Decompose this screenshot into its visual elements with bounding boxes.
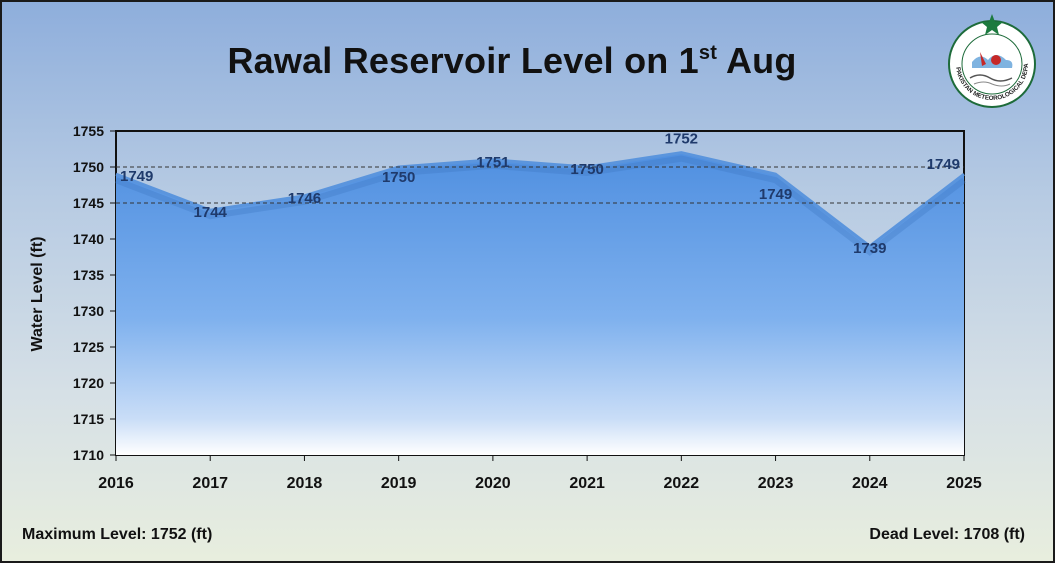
y-tick-label: 1750 <box>73 159 104 175</box>
y-tick-label: 1730 <box>73 303 104 319</box>
y-tick-label: 1755 <box>73 123 104 139</box>
title-end-text: Aug <box>717 40 797 81</box>
x-tick-label: 2018 <box>287 475 323 492</box>
axes: 1710 1715 1720 1725 1730 1735 1740 1745 1750 1755… <box>29 123 982 492</box>
data-label: 1749 <box>120 168 153 185</box>
title-superscript: st <box>698 42 718 64</box>
data-label: 1750 <box>570 161 603 178</box>
reference-lines <box>116 166 964 204</box>
pmd-emblem-icon: PAKISTAN METEOROLOGICAL DEPARTMENT <box>944 12 1036 108</box>
data-label: 1744 <box>194 204 228 221</box>
y-axis-title: Water Level (ft) <box>29 237 46 352</box>
data-labels: 1749 1744 1746 1750 1751 1750 1752 1749 1739 1749 <box>120 131 960 258</box>
area-fill <box>116 152 964 455</box>
x-tick-label: 2023 <box>758 475 794 492</box>
y-tick-label: 1735 <box>73 267 104 283</box>
title-text: Rawal Reservoir Level on 1 <box>227 40 699 81</box>
area-edge-shadow <box>114 155 966 256</box>
data-label: 1749 <box>927 156 960 173</box>
x-tick-label: 2021 <box>569 475 605 492</box>
x-tick-label: 2022 <box>664 475 700 492</box>
data-label: 1746 <box>288 190 321 207</box>
x-tick-label: 2017 <box>192 475 228 492</box>
y-tick-label: 1710 <box>73 447 104 463</box>
data-label: 1749 <box>759 186 792 203</box>
data-label: 1752 <box>665 131 698 148</box>
data-label: 1750 <box>382 169 415 186</box>
y-tick-label: 1715 <box>73 411 104 427</box>
chart-title: Rawal Reservoir Level on 1st Aug <box>2 40 1022 82</box>
x-tick-label: 2016 <box>98 475 134 492</box>
y-tick-label: 1720 <box>73 375 104 391</box>
x-tick-label: 2019 <box>381 475 417 492</box>
x-tick-label: 2025 <box>946 475 982 492</box>
x-tick-label: 2024 <box>852 475 888 492</box>
y-tick-label: 1725 <box>73 339 104 355</box>
y-tick-label: 1745 <box>73 195 104 211</box>
data-label: 1751 <box>476 154 509 171</box>
y-tick-label: 1740 <box>73 231 104 247</box>
x-tick-label: 2020 <box>475 475 511 492</box>
maximum-level-note: Maximum Level: 1752 (ft) <box>22 526 213 543</box>
dead-level-note: Dead Level: 1708 (ft) <box>869 526 1025 543</box>
data-label: 1739 <box>853 240 886 257</box>
area-layer <box>114 151 966 455</box>
